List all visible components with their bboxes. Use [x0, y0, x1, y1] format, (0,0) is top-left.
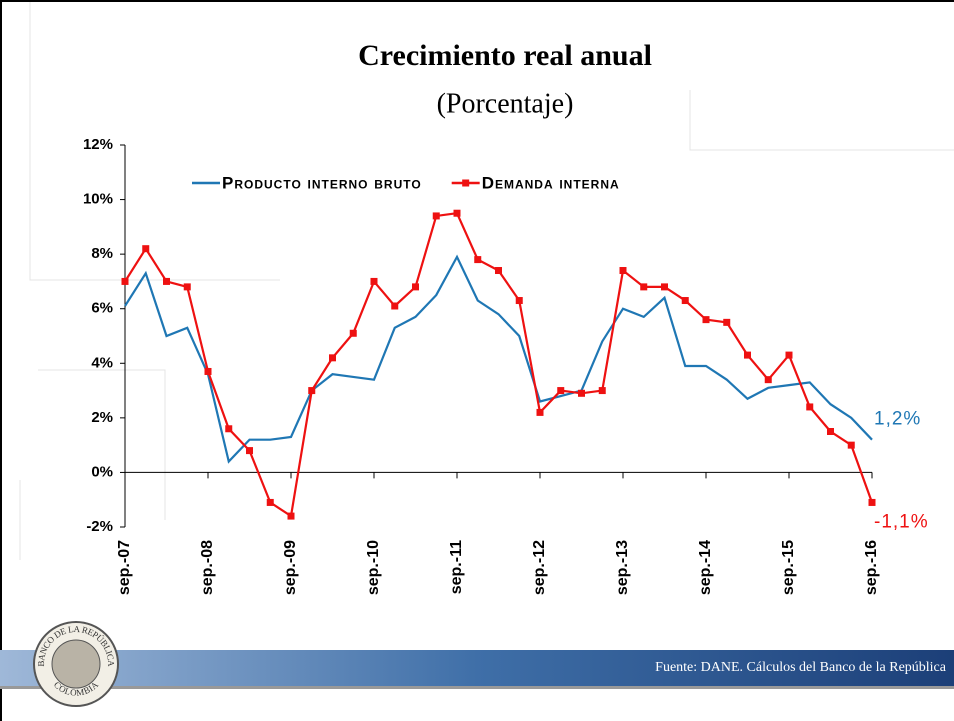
- decor-lines: [19, 0, 954, 560]
- logo: BANCO DE LA REPÚBLICA COLOMBIA: [33, 621, 119, 707]
- series-marker: [287, 512, 295, 520]
- footer-band: [0, 650, 954, 686]
- series-marker: [391, 302, 399, 310]
- y-tick-label: 8%: [91, 245, 113, 262]
- series-marker: [515, 297, 523, 305]
- source: Fuente: DANE. Cálculos del Banco de la R…: [655, 660, 947, 675]
- chart-subtitle: (Porcentaje): [437, 88, 574, 119]
- value-label: -1,1%: [874, 511, 929, 532]
- series-marker: [183, 283, 191, 291]
- series-marker: [412, 283, 419, 291]
- x-tick-label: sep.-12: [531, 540, 548, 595]
- x-tick-label: sep.-13: [614, 540, 631, 595]
- x-tick-label: sep.-08: [199, 540, 216, 595]
- series-marker: [246, 447, 253, 455]
- y-tick-label: 12%: [83, 136, 113, 153]
- series-marker: [661, 283, 668, 291]
- series-marker: [806, 403, 814, 411]
- series-marker: [785, 351, 793, 359]
- series-marker: [474, 256, 482, 264]
- x-tick-label: sep.-15: [780, 540, 797, 595]
- legend-label: Producto interno bruto: [222, 173, 422, 192]
- series-marker: [349, 329, 357, 337]
- series-marker: [827, 428, 834, 435]
- series-marker: [640, 283, 648, 291]
- footer-shadow: [0, 686, 954, 689]
- x-tick-label: sep.-07: [116, 540, 133, 595]
- series-marker: [495, 267, 502, 275]
- x-tick-label: sep.-11: [448, 540, 465, 594]
- x-tick-label: sep.-14: [697, 540, 714, 595]
- legend-label: Demanda interna: [482, 173, 620, 192]
- series-marker: [578, 389, 585, 397]
- series-marker: [723, 318, 731, 326]
- series-marker: [557, 387, 565, 395]
- y-tick-label: 10%: [83, 191, 113, 208]
- series-marker: [163, 277, 170, 285]
- series-marker: [764, 376, 772, 384]
- series-marker: [142, 245, 150, 253]
- series-marker: [308, 387, 316, 395]
- series-marker: [121, 277, 129, 285]
- value-label: 1,2%: [874, 409, 921, 430]
- y-tick-label: 4%: [91, 354, 113, 371]
- x-tick-label: sep.-10: [365, 540, 382, 595]
- series-marker: [204, 367, 212, 375]
- series-marker: [681, 297, 689, 305]
- series-marker: [868, 498, 876, 506]
- y-tick-label: 2%: [91, 409, 113, 426]
- y-tick-label: -2%: [86, 518, 113, 535]
- y-tick-label: 0%: [91, 463, 113, 480]
- series-marker: [432, 212, 440, 220]
- series-line: [124, 254, 873, 464]
- y-tick-label: 6%: [91, 300, 113, 317]
- chart-title: Crecimiento real anual: [358, 39, 652, 72]
- series-marker: [536, 408, 544, 416]
- series-marker: [329, 354, 336, 362]
- x-tick-label: sep.-09: [282, 540, 299, 595]
- series-marker: [453, 209, 461, 217]
- series-marker: [619, 267, 627, 275]
- series-marker: [266, 498, 274, 506]
- series-marker: [225, 425, 233, 433]
- series-marker: [370, 277, 378, 285]
- x-tick-label: sep.-16: [863, 540, 880, 595]
- legend-marker: [462, 179, 470, 187]
- series-marker: [847, 441, 855, 449]
- series-marker: [702, 316, 710, 324]
- series-marker: [598, 387, 606, 395]
- series-marker: [744, 351, 751, 359]
